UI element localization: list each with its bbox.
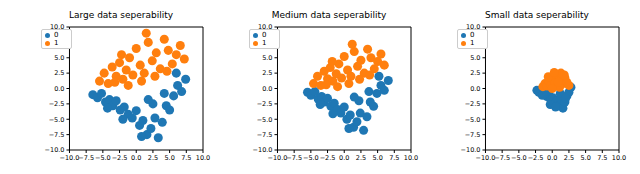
- svg-text:−2.5: −2.5: [528, 154, 544, 162]
- svg-text:−7.5: −7.5: [257, 131, 273, 139]
- svg-text:10.0: 10.0: [404, 154, 418, 162]
- svg-text:−7.5: −7.5: [494, 154, 510, 162]
- svg-text:0.0: 0.0: [262, 85, 272, 93]
- svg-text:−10.0: −10.0: [60, 154, 80, 162]
- svg-text:5.0: 5.0: [164, 154, 174, 162]
- svg-text:2.5: 2.5: [54, 69, 64, 77]
- svg-text:7.5: 7.5: [470, 39, 480, 47]
- svg-text:2.5: 2.5: [262, 69, 272, 77]
- svg-text:−2.5: −2.5: [465, 100, 481, 108]
- svg-text:−10.0: −10.0: [45, 146, 65, 154]
- svg-text:7.5: 7.5: [597, 154, 607, 162]
- svg-text:2.5: 2.5: [470, 69, 480, 77]
- svg-text:2.5: 2.5: [564, 154, 574, 162]
- svg-text:−5.0: −5.0: [511, 154, 527, 162]
- svg-text:5.0: 5.0: [470, 54, 480, 62]
- svg-text:10.0: 10.0: [466, 23, 480, 31]
- svg-text:5.0: 5.0: [580, 154, 590, 162]
- svg-text:7.5: 7.5: [54, 39, 64, 47]
- svg-text:10.0: 10.0: [50, 23, 64, 31]
- svg-text:−5.0: −5.0: [465, 116, 481, 124]
- svg-text:−2.5: −2.5: [112, 154, 128, 162]
- svg-text:−7.5: −7.5: [465, 131, 481, 139]
- svg-text:2.5: 2.5: [148, 154, 158, 162]
- svg-text:10.0: 10.0: [196, 154, 210, 162]
- svg-text:10.0: 10.0: [258, 23, 272, 31]
- svg-text:0.0: 0.0: [547, 154, 557, 162]
- svg-text:−2.5: −2.5: [320, 154, 336, 162]
- svg-text:10.0: 10.0: [612, 154, 626, 162]
- svg-text:−10.0: −10.0: [253, 146, 273, 154]
- svg-text:−10.0: −10.0: [461, 146, 481, 154]
- svg-text:−2.5: −2.5: [49, 100, 65, 108]
- svg-text:−7.5: −7.5: [49, 131, 65, 139]
- svg-text:−7.5: −7.5: [78, 154, 94, 162]
- svg-text:0.0: 0.0: [470, 85, 480, 93]
- svg-text:0.0: 0.0: [339, 154, 349, 162]
- svg-text:0.0: 0.0: [54, 85, 64, 93]
- svg-text:7.5: 7.5: [389, 154, 399, 162]
- svg-text:−2.5: −2.5: [257, 100, 273, 108]
- svg-text:0.0: 0.0: [131, 154, 141, 162]
- svg-text:−10.0: −10.0: [268, 154, 288, 162]
- svg-text:−5.0: −5.0: [303, 154, 319, 162]
- svg-text:−5.0: −5.0: [95, 154, 111, 162]
- svg-text:−10.0: −10.0: [476, 154, 496, 162]
- svg-text:5.0: 5.0: [372, 154, 382, 162]
- svg-text:−5.0: −5.0: [257, 116, 273, 124]
- svg-text:5.0: 5.0: [54, 54, 64, 62]
- svg-text:5.0: 5.0: [262, 54, 272, 62]
- svg-text:7.5: 7.5: [262, 39, 272, 47]
- svg-text:−5.0: −5.0: [49, 116, 65, 124]
- svg-text:−7.5: −7.5: [286, 154, 302, 162]
- svg-text:2.5: 2.5: [356, 154, 366, 162]
- svg-text:7.5: 7.5: [181, 154, 191, 162]
